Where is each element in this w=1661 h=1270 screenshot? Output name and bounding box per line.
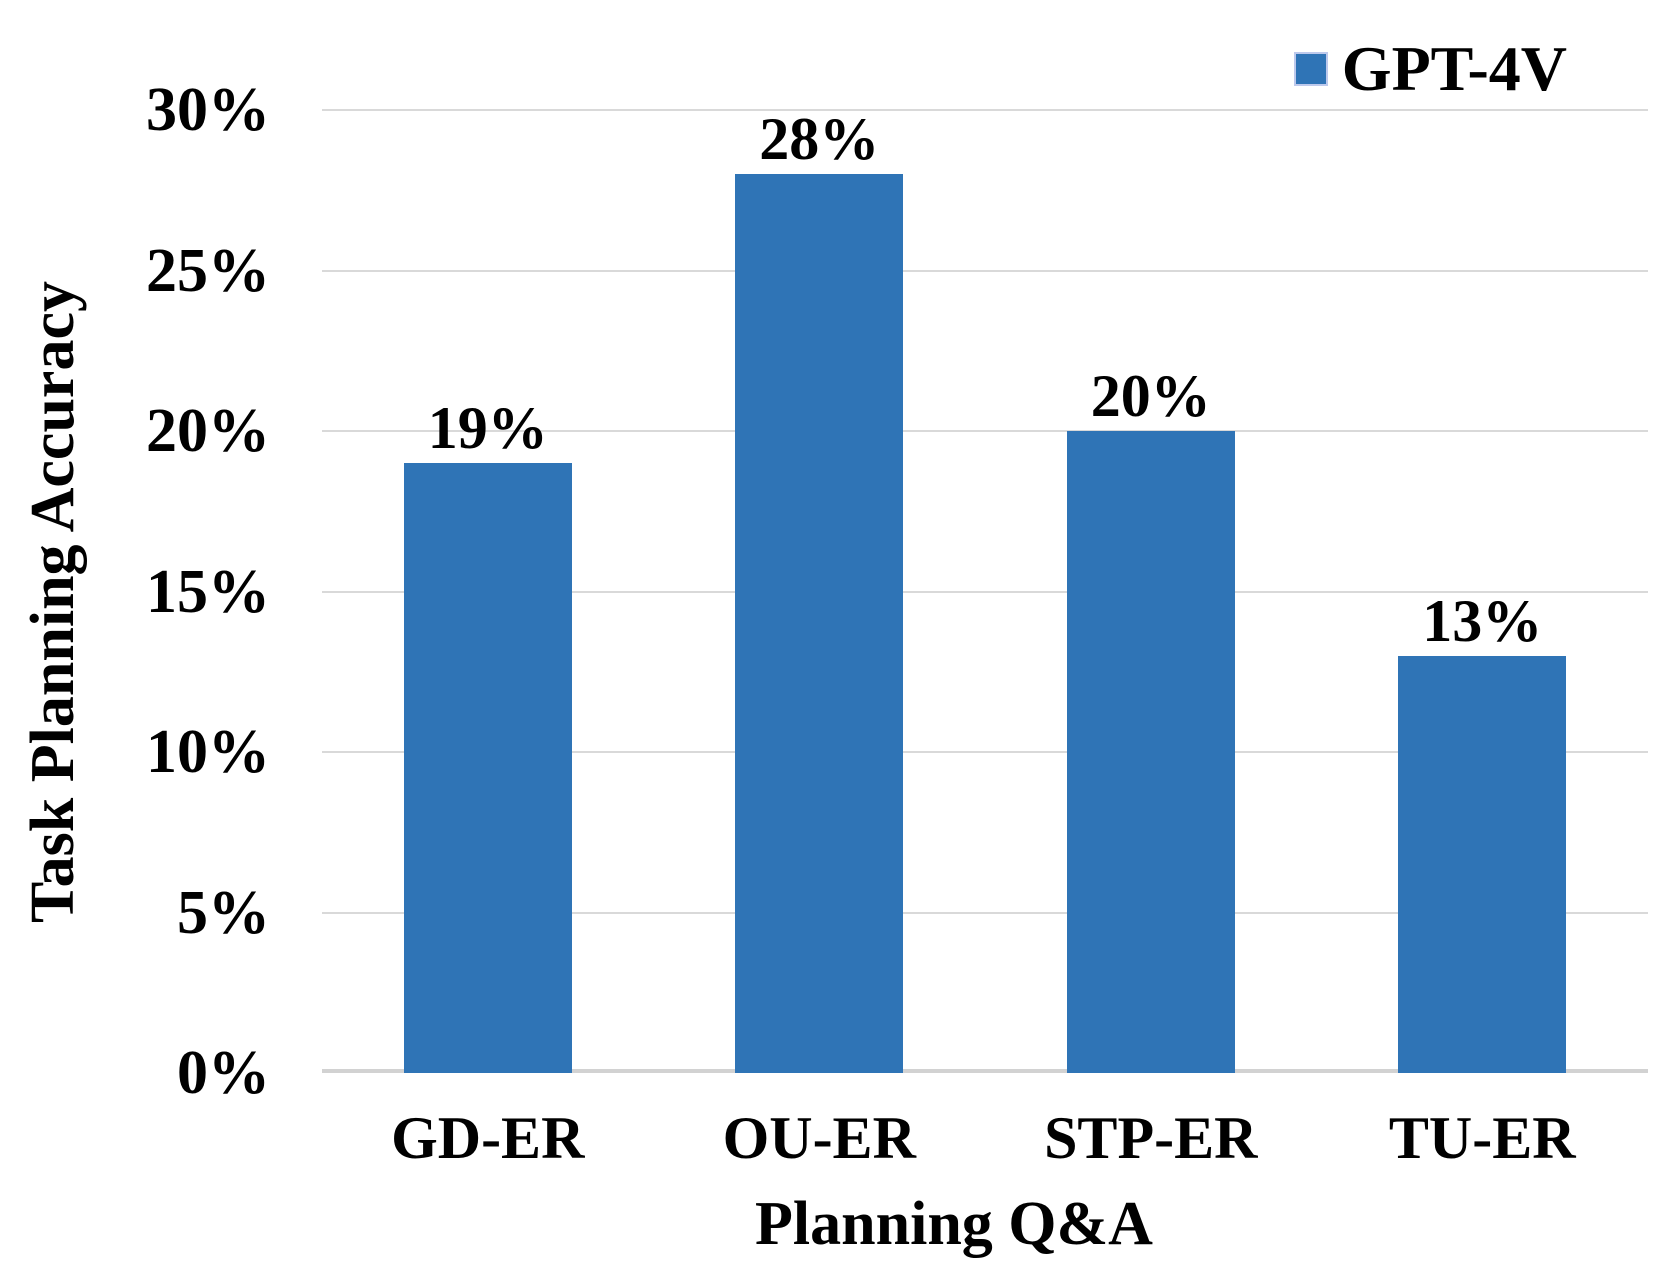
y-tick-label-0: 0% bbox=[177, 1039, 270, 1107]
gridline-5 bbox=[322, 911, 1648, 914]
category-label-GD-ER: GD-ER bbox=[391, 1105, 585, 1171]
x-axis-line bbox=[322, 1069, 1648, 1073]
bar-value-label-TU-ER: 13% bbox=[1422, 587, 1543, 654]
bar-TU-ER bbox=[1398, 655, 1567, 1073]
bar-value-label-GD-ER: 19% bbox=[427, 395, 548, 462]
y-tick-label-25: 25% bbox=[146, 236, 270, 305]
bar-value-label-STP-ER: 20% bbox=[1090, 363, 1211, 429]
y-tick-label-10: 10% bbox=[146, 718, 270, 786]
category-label-OU-ER: OU-ER bbox=[722, 1105, 916, 1171]
y-tick-label-5: 5% bbox=[177, 878, 270, 947]
category-slot-GD-ER: 19% GD-ER bbox=[322, 110, 654, 1171]
category-label-TU-ER: TU-ER bbox=[1388, 1105, 1576, 1171]
bar-STP-ER bbox=[1066, 431, 1235, 1073]
gridline-20 bbox=[322, 430, 1648, 432]
category-slot-TU-ER: 13% TU-ER bbox=[1317, 110, 1649, 1171]
plot-area: 19% GD-ER 28% OU-ER 20% STP-ER 13% TU-ER bbox=[322, 106, 1649, 1171]
category-slot-STP-ER: 20% STP-ER bbox=[985, 110, 1317, 1171]
bar-GD-ER bbox=[403, 463, 572, 1073]
y-tick-label-20: 20% bbox=[146, 397, 270, 465]
y-tick-label-30: 30% bbox=[146, 76, 270, 144]
legend-label: GPT-4V bbox=[1341, 33, 1567, 104]
category-label-STP-ER: STP-ER bbox=[1044, 1105, 1258, 1171]
legend: GPT-4V bbox=[1293, 33, 1567, 104]
bar-OU-ER bbox=[735, 174, 904, 1073]
x-axis-title: Planning Q&A bbox=[755, 1190, 1153, 1258]
gridline-25 bbox=[322, 269, 1648, 272]
bar-value-label-OU-ER: 28% bbox=[759, 106, 880, 173]
gridline-15 bbox=[322, 590, 1648, 593]
y-tick-label-15: 15% bbox=[146, 557, 270, 626]
gridline-10 bbox=[322, 751, 1648, 753]
category-slot-OU-ER: 28% OU-ER bbox=[654, 106, 986, 1171]
gridline-30 bbox=[322, 109, 1648, 111]
legend-swatch-icon bbox=[1293, 52, 1328, 86]
